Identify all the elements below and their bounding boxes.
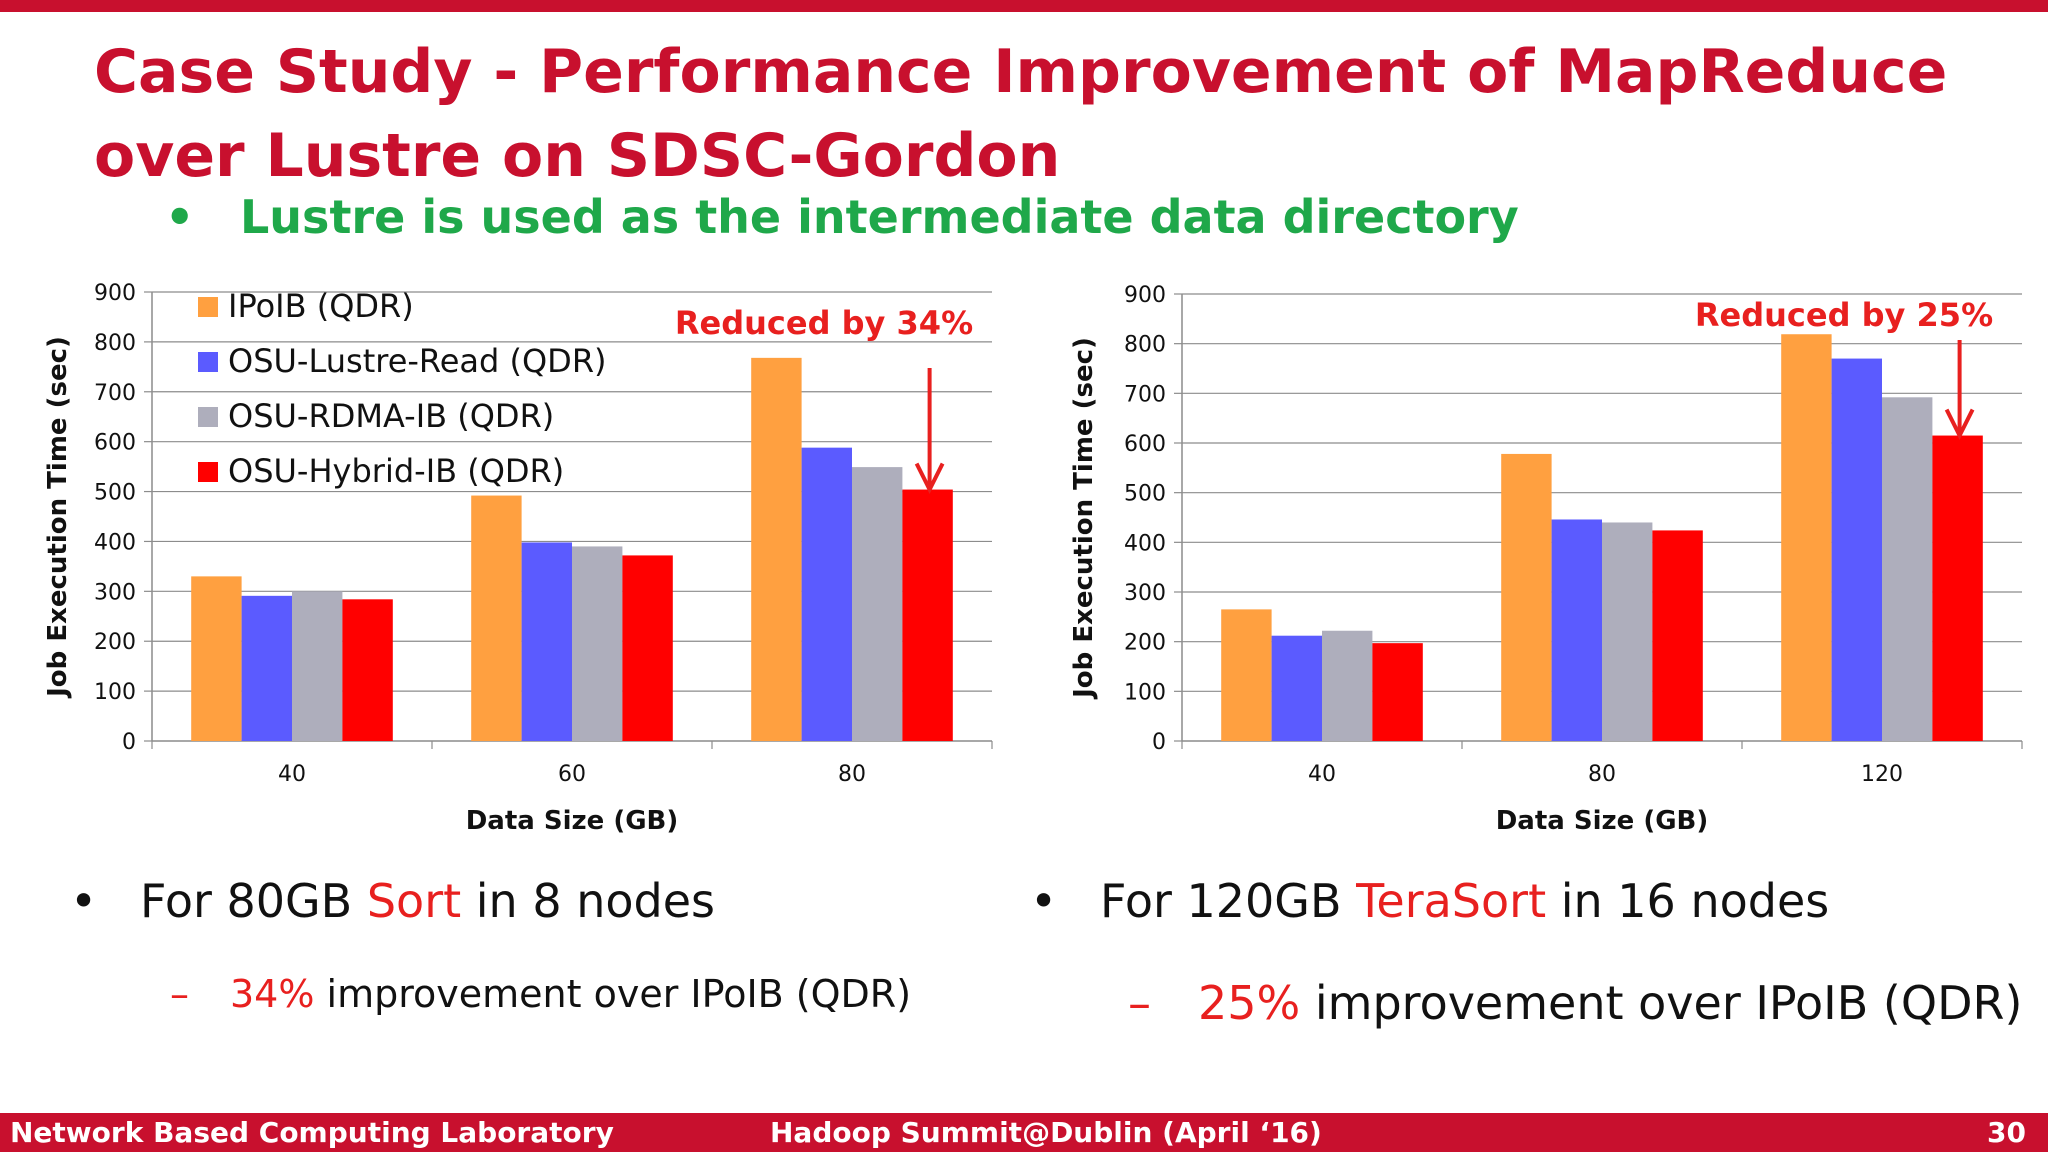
- y-tick-label: 400: [94, 530, 136, 555]
- bar: [1932, 435, 1983, 741]
- x-tick-label: 80: [1588, 762, 1616, 787]
- y-tick-label: 200: [1124, 631, 1166, 656]
- sub-bullet: • Lustre is used as the intermediate data…: [165, 190, 1519, 244]
- y-tick-label: 700: [1124, 382, 1166, 407]
- reduction-annotation: Reduced by 25%: [1695, 296, 1993, 334]
- improvement-value: 34%: [230, 972, 315, 1016]
- bar: [902, 489, 953, 741]
- bar: [1551, 519, 1602, 741]
- bar: [191, 576, 242, 741]
- y-tick-label: 700: [94, 381, 136, 406]
- bullet-glyph: •: [1030, 874, 1058, 928]
- dash-glyph: –: [1128, 976, 1151, 1030]
- bullet-glyph: •: [70, 874, 98, 928]
- bullet-sort: • For 80GB Sort in 8 nodes: [70, 874, 715, 928]
- bullet-text-suffix: in 16 nodes: [1546, 874, 1830, 928]
- bullet-text-suffix: in 8 nodes: [461, 874, 715, 928]
- improvement-text: improvement over IPoIB (QDR): [314, 972, 912, 1016]
- y-tick-label: 500: [94, 481, 136, 506]
- reduction-annotation: Reduced by 34%: [675, 304, 973, 342]
- y-axis-title: Job Execution Time (sec): [1069, 337, 1099, 700]
- legend-label: OSU-Hybrid-IB (QDR): [228, 452, 564, 490]
- x-tick-label: 60: [558, 762, 586, 787]
- y-tick-label: 600: [94, 431, 136, 456]
- bar: [1271, 635, 1322, 741]
- footer-event: Hadoop Summit@Dublin (April ‘16): [770, 1116, 1322, 1149]
- bar: [852, 467, 903, 741]
- x-tick-label: 40: [1308, 762, 1336, 787]
- bar: [342, 599, 393, 741]
- legend-label: IPoIB (QDR): [228, 287, 414, 325]
- legend-swatch: [198, 462, 218, 482]
- bar: [801, 447, 852, 741]
- bar: [1882, 397, 1933, 741]
- bar: [1781, 334, 1832, 741]
- dash-glyph: –: [170, 972, 189, 1016]
- bar: [471, 495, 522, 741]
- x-axis-title: Data Size (GB): [1496, 806, 1709, 836]
- x-tick-label: 120: [1861, 762, 1903, 787]
- legend-label: OSU-Lustre-Read (QDR): [228, 342, 607, 380]
- y-tick-label: 0: [122, 730, 136, 755]
- x-tick-label: 80: [838, 762, 866, 787]
- x-tick-label: 40: [278, 762, 306, 787]
- legend-swatch: [198, 352, 218, 372]
- y-tick-label: 300: [1124, 581, 1166, 606]
- bullet-text-prefix: For 80GB: [140, 874, 367, 928]
- bar: [1652, 530, 1703, 741]
- y-tick-label: 600: [1124, 432, 1166, 457]
- x-axis-title: Data Size (GB): [466, 806, 679, 836]
- bar: [1372, 643, 1423, 741]
- top-accent-bar: [0, 0, 2048, 12]
- bullet-glyph: •: [165, 190, 195, 244]
- y-tick-label: 800: [1124, 333, 1166, 358]
- bar: [572, 546, 623, 741]
- bar: [1322, 630, 1373, 741]
- y-tick-label: 0: [1152, 730, 1166, 755]
- y-tick-label: 500: [1124, 482, 1166, 507]
- y-tick-label: 900: [1124, 283, 1166, 308]
- bar: [1221, 609, 1272, 741]
- y-tick-label: 200: [94, 630, 136, 655]
- sub-bullet-sort: –34% improvement over IPoIB (QDR): [170, 972, 911, 1016]
- y-tick-label: 100: [1124, 680, 1166, 705]
- terasort-chart: 0 100 200 300 400 500 600 700 800 900 40 80 120 Data …: [1069, 283, 2023, 836]
- bar: [1831, 358, 1882, 741]
- bar: [751, 357, 802, 741]
- legend-label: OSU-RDMA-IB (QDR): [228, 397, 554, 435]
- bullet-text-prefix: For 120GB: [1100, 874, 1357, 928]
- footer-lab-name: Network Based Computing Laboratory: [10, 1116, 614, 1149]
- sort-chart: 0 100 200 300 400 500 600 700 800 900 40 60 80 Data S…: [43, 281, 993, 836]
- sub-bullet-text: Lustre is used as the intermediate data …: [240, 190, 1519, 244]
- legend-swatch: [198, 407, 218, 427]
- page-number: 30: [1987, 1116, 2026, 1149]
- y-axis-title: Job Execution Time (sec): [43, 336, 73, 699]
- bullet-highlight: Sort: [366, 874, 462, 928]
- bar: [521, 542, 572, 741]
- y-tick-label: 900: [94, 281, 136, 306]
- bar: [292, 591, 343, 741]
- bullet-terasort: • For 120GB TeraSort in 16 nodes: [1030, 874, 1829, 928]
- bar: [1501, 453, 1552, 741]
- bar: [241, 595, 292, 741]
- footer-bar: Network Based Computing Laboratory Hadoo…: [0, 1113, 2048, 1152]
- y-tick-label: 800: [94, 331, 136, 356]
- bullet-highlight: TeraSort: [1356, 874, 1547, 928]
- slide-title: Case Study - Performance Improvement of …: [94, 37, 1948, 191]
- bar: [1602, 522, 1653, 741]
- bar: [622, 555, 673, 741]
- y-tick-label: 100: [94, 680, 136, 705]
- y-tick-label: 400: [1124, 531, 1166, 556]
- improvement-text: improvement over IPoIB (QDR): [1300, 976, 2023, 1030]
- reduction-arrow-head: [1944, 408, 1975, 441]
- improvement-value: 25%: [1198, 976, 1301, 1030]
- sub-bullet-terasort: –25% improvement over IPoIB (QDR): [1128, 976, 2022, 1030]
- reduction-arrow-head: [914, 462, 945, 495]
- legend-swatch: [198, 297, 218, 317]
- y-tick-label: 300: [94, 580, 136, 605]
